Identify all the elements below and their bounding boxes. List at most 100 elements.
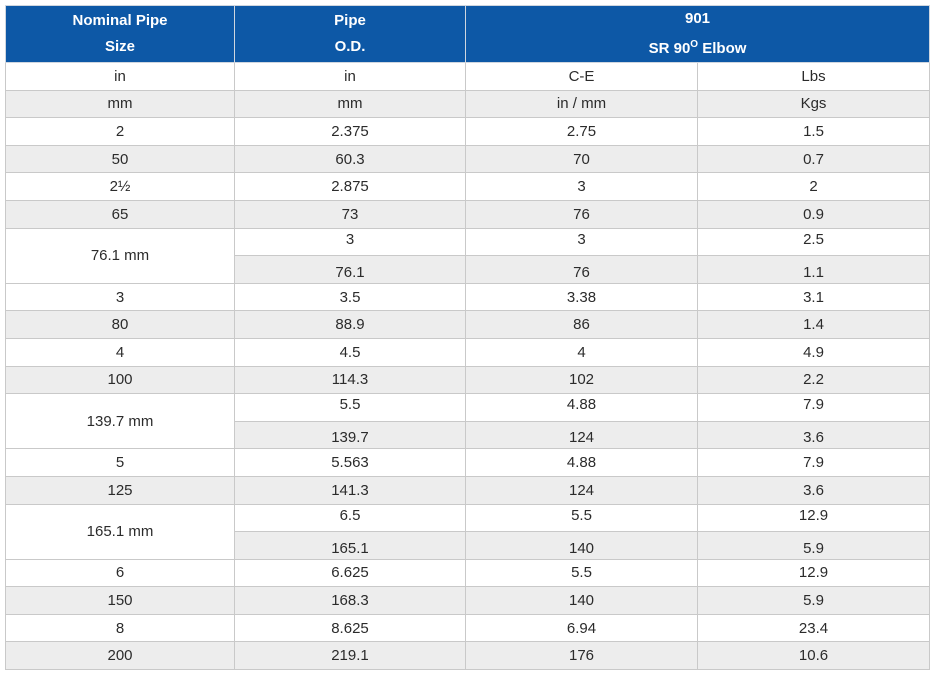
table-cell: 6.5 — [234, 503, 466, 533]
table-cell: 12.9 — [696, 503, 931, 533]
table-row: 125 141.3 124 3.6 — [5, 475, 931, 505]
table-row: 139.7 124 3.6 — [6, 420, 931, 450]
table-cell: 5.9 — [696, 586, 931, 615]
units-cell: mm — [234, 89, 466, 119]
table-cell: 5.5 — [465, 503, 698, 533]
table-cell: 65 — [5, 199, 235, 229]
table-cell: 3.5 — [234, 282, 466, 312]
table-cell: 6.625 — [234, 558, 466, 588]
table-cell: 8.625 — [234, 613, 466, 643]
table-cell: 0.9 — [696, 199, 931, 229]
table-cell: 3.38 — [465, 282, 698, 312]
table-cell: 3 — [465, 227, 698, 257]
table-cell: 2 — [696, 172, 931, 201]
table-cell: 7.9 — [696, 393, 931, 422]
table-cell: 1.4 — [696, 310, 931, 339]
table-cell: 3 — [234, 227, 466, 257]
header-901-line2: SR 90O Elbow — [466, 32, 929, 62]
table-cell: 60.3 — [234, 144, 466, 174]
table-cell: 2.75 — [465, 117, 698, 146]
table-row: 100 114.3 102 2.2 — [5, 365, 931, 395]
table-cell: 76.1 — [234, 255, 466, 284]
table-cell: 176 — [465, 641, 698, 671]
units-cell: mm — [5, 89, 235, 119]
table-cell: 6.94 — [465, 613, 698, 643]
table-cell: 140 — [465, 586, 698, 615]
header-pipe-od-line1: Pipe — [334, 12, 366, 29]
table-cell: 140 — [465, 531, 698, 560]
table-row: 8 8.625 6.94 23.4 — [5, 613, 931, 643]
table-cell: 88.9 — [234, 310, 466, 339]
table-cell: 10.6 — [696, 641, 931, 671]
table-cell: 124 — [465, 420, 698, 450]
table-cell: 80 — [5, 310, 235, 339]
table-row: 3 3.5 3.38 3.1 — [5, 282, 931, 312]
table-cell: 6 — [5, 558, 235, 588]
header-901-sr90: SR 90 — [648, 40, 691, 57]
table-cell: 4 — [465, 337, 698, 367]
table-cell: 2½ — [5, 172, 235, 201]
header-901-elbow: 901 SR 90O Elbow — [464, 5, 931, 63]
table-cell: 5.563 — [234, 448, 466, 477]
table-row: 5 5.563 4.88 7.9 — [5, 448, 931, 477]
table-cell: 1.5 — [696, 117, 931, 146]
table-cell: 168.3 — [234, 586, 466, 615]
table-body: in in C-E Lbs mm mm in / mm Kgs 2 2.375 … — [5, 62, 931, 671]
table-row: 2½ 2.875 3 2 — [5, 172, 931, 201]
table-row: 6 6.625 5.5 12.9 — [5, 558, 931, 588]
table-cell: 219.1 — [234, 641, 466, 671]
table-cell: 2.875 — [234, 172, 466, 201]
units-cell: in / mm — [465, 89, 698, 119]
units-row-metric: mm mm in / mm Kgs — [5, 89, 931, 119]
header-row: Nominal Pipe Size Pipe O.D. 901 SR 90O E… — [5, 5, 931, 63]
elbow-dimension-table: Nominal Pipe Size Pipe O.D. 901 SR 90O E… — [5, 5, 931, 671]
table-row: 200 219.1 176 10.6 — [5, 641, 931, 671]
table-cell: 100 — [5, 365, 235, 395]
table-row: 150 168.3 140 5.9 — [5, 586, 931, 615]
table-cell: 0.7 — [696, 144, 931, 174]
header-901-elbow-word: Elbow — [698, 40, 747, 57]
table-cell: 3 — [465, 172, 698, 201]
table-cell: 3 — [5, 282, 235, 312]
table-cell: 5.9 — [696, 531, 931, 560]
table-row: 4 4.5 4 4.9 — [5, 337, 931, 367]
units-row-imperial: in in C-E Lbs — [5, 62, 931, 91]
table-cell-merged: 165.1 mm — [5, 503, 235, 560]
table-row: 50 60.3 70 0.7 — [5, 144, 931, 174]
table-cell: 73 — [234, 199, 466, 229]
table-cell: 12.9 — [696, 558, 931, 588]
table-row: 165.1 mm 6.5 5.5 12.9 — [5, 503, 931, 560]
units-cell: Lbs — [696, 62, 931, 91]
table-cell-merged: 76.1 mm — [5, 227, 235, 284]
table-cell: 124 — [465, 475, 698, 505]
table-cell: 4.5 — [234, 337, 466, 367]
units-cell: in — [5, 62, 235, 91]
header-nominal-pipe-size-line1: Nominal Pipe — [72, 12, 168, 29]
table-cell: 86 — [465, 310, 698, 339]
table-row: 76.1 mm 3 3 2.5 — [5, 227, 931, 284]
table-cell: 200 — [5, 641, 235, 671]
table-cell: 4.88 — [465, 448, 698, 477]
table-cell: 165.1 — [234, 531, 466, 560]
header-901-degree: O — [690, 39, 699, 50]
table-cell: 5 — [5, 448, 235, 477]
table-cell: 1.1 — [696, 255, 931, 284]
table-cell: 2.5 — [696, 227, 931, 257]
table-cell: 125 — [5, 475, 235, 505]
table-cell: 2 — [5, 117, 235, 146]
units-cell: Kgs — [696, 89, 931, 119]
table-cell: 114.3 — [234, 365, 466, 395]
header-nominal-pipe-size: Nominal Pipe Size — [5, 5, 235, 63]
header-901-line1: 901 — [684, 10, 711, 27]
header-nominal-pipe-size-line2: Size — [104, 38, 135, 55]
table-row: 165.1 140 5.9 — [6, 531, 931, 560]
table-cell: 4.88 — [465, 393, 698, 422]
table-cell: 76 — [465, 199, 698, 229]
table-cell: 70 — [465, 144, 698, 174]
table-cell: 141.3 — [234, 475, 466, 505]
table-cell-merged: 139.7 mm — [5, 393, 235, 450]
table-cell: 2.2 — [696, 365, 931, 395]
table-row: 80 88.9 86 1.4 — [5, 310, 931, 339]
table-cell: 150 — [5, 586, 235, 615]
table-cell: 4 — [5, 337, 235, 367]
